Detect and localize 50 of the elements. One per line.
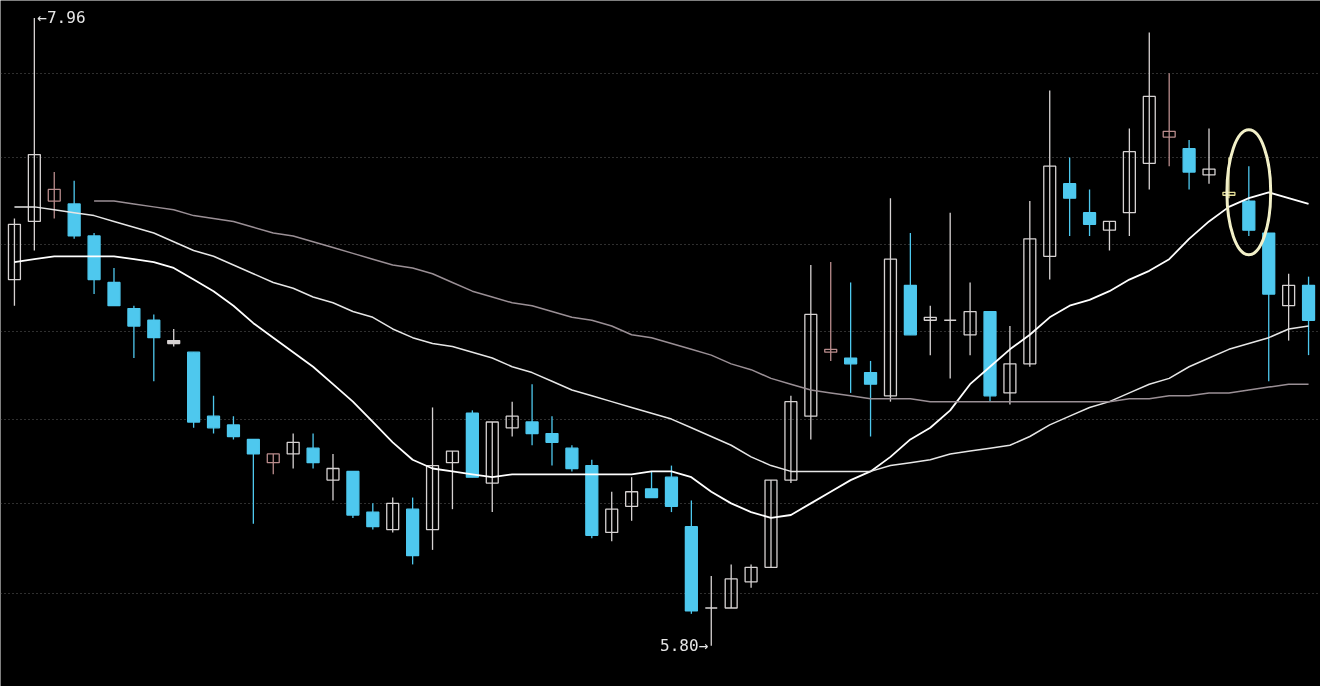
candlestick (565, 444, 579, 473)
candlestick (804, 264, 818, 441)
candlestick (1043, 89, 1057, 281)
candlestick (724, 563, 738, 609)
candlestick (206, 395, 221, 435)
candlestick (386, 496, 400, 534)
candlestick (147, 313, 161, 382)
candlestick (326, 453, 340, 502)
candlestick (943, 212, 957, 380)
candlestick (1102, 220, 1117, 252)
candlestick (1063, 156, 1077, 237)
candlestick (266, 453, 280, 475)
candlestick (625, 476, 639, 522)
candlestick (923, 305, 937, 356)
candlestick (107, 267, 121, 307)
candlestick (127, 305, 141, 359)
candlestick (505, 400, 519, 438)
candlestick (1122, 127, 1136, 237)
candlestick (764, 479, 778, 568)
candlestick (1082, 188, 1097, 237)
candlestick (644, 470, 659, 499)
candlestick (1202, 127, 1216, 185)
candlestick (1003, 325, 1017, 406)
candlestick (784, 395, 798, 484)
candlestick (485, 421, 499, 513)
candlestick (47, 171, 61, 220)
candlestick (445, 450, 460, 510)
candlestick (1142, 31, 1156, 191)
candlestick (425, 406, 440, 551)
candlestick (1282, 273, 1296, 342)
candlestick (824, 261, 838, 362)
annotation: 5.80→ (660, 636, 709, 656)
candlestick (366, 502, 380, 531)
candlestick (545, 415, 559, 467)
candlestick (1023, 200, 1037, 368)
candlestick (286, 432, 300, 470)
candlestick (1162, 72, 1176, 167)
candlestick (963, 281, 977, 356)
candlestick (883, 197, 898, 403)
candlestick (246, 438, 260, 525)
candlestick (226, 415, 241, 441)
candlestick (844, 281, 858, 394)
candlestick (744, 563, 758, 589)
candlestick (1182, 139, 1196, 191)
candlestick (525, 383, 539, 446)
candlestick (605, 491, 619, 542)
candlestick (306, 432, 320, 470)
annotation: ←7.96 (37, 8, 86, 28)
candlestick (863, 360, 878, 438)
candlestick (7, 217, 22, 307)
